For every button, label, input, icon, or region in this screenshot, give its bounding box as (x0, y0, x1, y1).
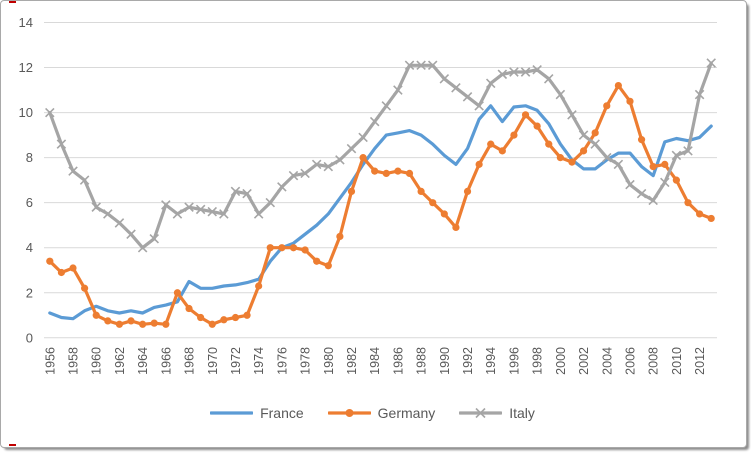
y-tick-label: 2 (26, 285, 33, 300)
x-tick-label: 1982 (345, 347, 359, 375)
x-tick-label: 1970 (206, 347, 220, 375)
x-tick-label: 1958 (67, 347, 81, 375)
x-tick-label: 1962 (113, 347, 127, 375)
legend-item-germany: Germany (327, 405, 436, 421)
red-artifact-bottom-left (9, 444, 16, 446)
legend-label-italy: Italy (509, 405, 535, 421)
x-tick-label: 1990 (438, 347, 452, 375)
x-axis-labels: 1956 1958 1960 1962 1964 1966 1968 1970 1972 1974… (43, 347, 707, 375)
x-tick-label: 1980 (322, 347, 336, 375)
series-italy (45, 58, 716, 253)
y-tick-label: 4 (26, 240, 33, 255)
x-tick-label: 1996 (507, 347, 521, 375)
y-tick-label: 10 (19, 105, 33, 120)
x-tick-label: 1956 (43, 347, 57, 375)
x-tick-label: 1968 (183, 347, 197, 375)
series-group (45, 58, 716, 328)
x-tick-label: 1992 (461, 347, 475, 375)
legend-label-germany: Germany (377, 405, 436, 421)
x-tick-label: 1964 (136, 347, 150, 375)
x-tick-label: 1986 (391, 347, 405, 375)
y-tick-label: 6 (26, 195, 33, 210)
x-tick-label: 2008 (647, 347, 661, 375)
legend-item-italy: Italy (459, 406, 535, 420)
legend-swatch-germany (327, 409, 371, 417)
x-tick-label: 1960 (90, 347, 104, 375)
y-tick-label: 8 (26, 150, 33, 165)
x-tick-label: 2000 (554, 347, 568, 375)
legend-swatch-france (210, 411, 254, 415)
x-tick-label: 2006 (623, 347, 637, 375)
legend-swatch-italy (459, 407, 503, 419)
legend: France Germany Italy (0, 400, 745, 426)
series-germany (46, 81, 715, 328)
x-tick-label: 1984 (368, 347, 382, 375)
y-tick-label: 12 (19, 60, 33, 75)
y-tick-label: 14 (19, 15, 33, 30)
x-tick-label: 1976 (275, 347, 289, 375)
x-tick-label: 1994 (484, 347, 498, 375)
x-tick-label: 1972 (229, 347, 243, 375)
gridlines (44, 22, 717, 339)
x-tick-label: 2010 (670, 347, 684, 375)
x-tick-label: 2002 (577, 347, 591, 375)
x-tick-label: 2004 (600, 347, 614, 375)
x-tick-label: 1988 (415, 347, 429, 375)
y-tick-label: 0 (26, 330, 33, 345)
legend-item-france: France (210, 406, 304, 420)
red-artifact-top-left (9, 1, 16, 3)
x-tick-label: 2012 (693, 347, 707, 375)
y-axis-labels: 0 2 4 6 8 10 12 14 (19, 15, 33, 345)
x-tick-label: 1966 (159, 347, 173, 375)
x-tick-label: 1974 (252, 347, 266, 375)
legend-label-france: France (260, 405, 304, 421)
x-tick-label: 1998 (531, 347, 545, 375)
x-tick-label: 1978 (299, 347, 313, 375)
series-france (48, 104, 713, 321)
